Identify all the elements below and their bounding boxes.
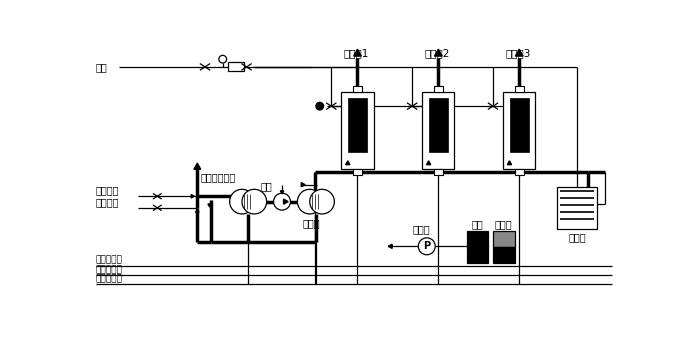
Bar — [467, 231, 489, 263]
Bar — [493, 231, 515, 247]
Bar — [353, 169, 362, 175]
Bar — [515, 169, 524, 175]
Bar — [342, 92, 374, 169]
Polygon shape — [435, 49, 442, 56]
Circle shape — [316, 102, 324, 110]
Text: 冷凝器: 冷凝器 — [568, 232, 586, 242]
Bar — [348, 99, 367, 152]
Polygon shape — [302, 183, 305, 187]
Text: 冷却水上水: 冷却水上水 — [96, 265, 123, 274]
Text: 储槽: 储槽 — [472, 219, 484, 230]
Text: 事故尾气排放: 事故尾气排放 — [200, 172, 236, 182]
Polygon shape — [388, 244, 392, 249]
Text: 吸附器2: 吸附器2 — [424, 49, 450, 58]
Text: 蒸汽: 蒸汽 — [96, 62, 108, 72]
Text: 高温尾气: 高温尾气 — [96, 186, 119, 195]
Polygon shape — [208, 204, 211, 207]
Polygon shape — [426, 161, 431, 165]
Polygon shape — [196, 212, 199, 215]
Text: 低温尾气: 低温尾气 — [96, 197, 119, 207]
Text: 冷却器: 冷却器 — [302, 219, 319, 228]
Circle shape — [242, 189, 266, 214]
Circle shape — [230, 189, 255, 214]
Text: 排液泵: 排液泵 — [413, 224, 431, 234]
Text: 冷却水回水: 冷却水回水 — [96, 274, 123, 283]
Polygon shape — [194, 163, 201, 169]
Text: 分层槽: 分层槽 — [495, 219, 513, 230]
Text: 吸附器1: 吸附器1 — [344, 49, 369, 58]
Circle shape — [310, 189, 335, 214]
Circle shape — [297, 189, 322, 214]
Bar — [429, 99, 448, 152]
Bar — [503, 92, 535, 169]
Polygon shape — [354, 49, 362, 56]
Text: 空气: 空气 — [260, 181, 272, 191]
Bar — [493, 247, 515, 263]
Circle shape — [273, 193, 290, 210]
Bar — [510, 99, 529, 152]
Text: 溶剂回收液: 溶剂回收液 — [96, 256, 123, 265]
Polygon shape — [507, 161, 511, 165]
Bar — [228, 62, 244, 71]
Polygon shape — [515, 49, 523, 56]
Text: P: P — [423, 241, 431, 251]
Polygon shape — [191, 195, 195, 198]
Circle shape — [219, 55, 226, 63]
Bar — [515, 86, 524, 92]
Bar — [434, 169, 443, 175]
Circle shape — [418, 238, 435, 255]
Bar — [434, 86, 443, 92]
Polygon shape — [284, 199, 288, 204]
Polygon shape — [346, 161, 350, 165]
Polygon shape — [280, 191, 284, 194]
Bar — [422, 92, 455, 169]
Bar — [557, 187, 597, 229]
Text: 吸附器3: 吸附器3 — [505, 49, 531, 58]
Bar — [353, 86, 362, 92]
